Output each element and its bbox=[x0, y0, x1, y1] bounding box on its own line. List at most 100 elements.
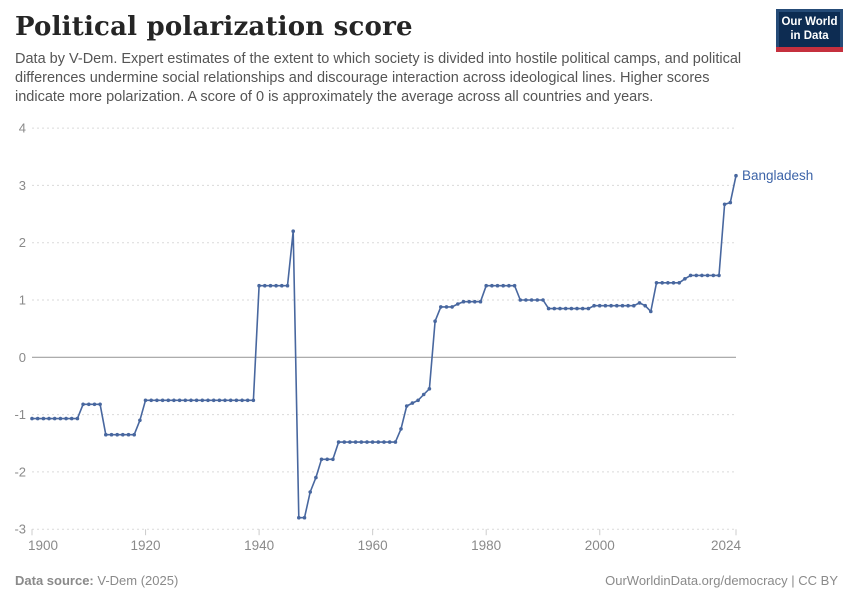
data-point bbox=[393, 440, 398, 444]
x-axis-tick-label: 2024 bbox=[711, 538, 742, 553]
data-point bbox=[58, 416, 63, 421]
data-point bbox=[558, 306, 562, 311]
data-point bbox=[382, 440, 386, 444]
data-point bbox=[705, 273, 710, 278]
data-point bbox=[677, 281, 681, 285]
data-point bbox=[189, 398, 193, 403]
entity-label[interactable]: Bangladesh bbox=[742, 168, 813, 183]
data-point bbox=[365, 440, 369, 444]
chart-area[interactable]: 4 3 2 1 0 -1 -2 -3 1900 1920 1940 1960 1980 2000 2024 B… bbox=[0, 112, 850, 572]
data-point bbox=[467, 299, 472, 304]
data-point bbox=[302, 515, 307, 520]
data-point bbox=[160, 398, 165, 403]
data-point bbox=[444, 305, 449, 309]
data-point bbox=[87, 402, 91, 407]
data-point bbox=[251, 398, 256, 403]
data-point bbox=[81, 402, 85, 407]
data-point bbox=[285, 283, 290, 288]
data-point bbox=[331, 457, 335, 462]
data-point bbox=[427, 387, 432, 391]
data-point bbox=[240, 398, 244, 403]
data-point bbox=[64, 416, 68, 421]
data-point bbox=[166, 398, 171, 403]
data-point bbox=[314, 475, 318, 480]
data-point bbox=[399, 427, 403, 431]
data-point bbox=[575, 306, 579, 311]
data-point bbox=[41, 416, 46, 421]
page-title: Political polarization score bbox=[15, 12, 413, 42]
data-point bbox=[319, 457, 324, 462]
data-point bbox=[376, 440, 381, 444]
data-point bbox=[47, 416, 51, 421]
y-axis-tick-label: 3 bbox=[19, 178, 26, 193]
data-point bbox=[75, 416, 80, 421]
data-point bbox=[98, 402, 102, 407]
data-point bbox=[348, 440, 352, 444]
x-axis-tick-label: 1980 bbox=[471, 538, 501, 553]
chart-footer: Data source: V-Dem (2025) OurWorldinData… bbox=[0, 573, 850, 588]
data-point bbox=[297, 515, 301, 520]
data-point bbox=[291, 229, 296, 233]
data-point bbox=[268, 283, 273, 288]
data-point bbox=[206, 398, 210, 403]
data-point bbox=[404, 404, 409, 408]
data-source-value: V-Dem (2025) bbox=[93, 573, 179, 588]
data-point bbox=[342, 440, 347, 444]
data-point bbox=[473, 299, 477, 304]
data-point bbox=[280, 283, 284, 288]
data-point bbox=[69, 416, 74, 421]
series-line[interactable] bbox=[32, 175, 737, 519]
data-source-label: Data source: bbox=[15, 573, 94, 588]
data-point bbox=[387, 440, 392, 444]
x-axis-tick-label: 1960 bbox=[358, 538, 388, 553]
data-point bbox=[728, 200, 733, 205]
owid-logo-line2: in Data bbox=[790, 29, 829, 42]
data-point bbox=[336, 440, 341, 444]
data-point bbox=[609, 303, 613, 308]
data-point bbox=[461, 299, 466, 304]
footer-link[interactable]: OurWorldinData.org/democracy | CC BY bbox=[605, 573, 838, 588]
data-point bbox=[92, 402, 97, 407]
data-point bbox=[512, 283, 517, 288]
data-point bbox=[370, 440, 375, 444]
data-point bbox=[694, 273, 699, 278]
data-point bbox=[104, 432, 108, 437]
x-axis-tick-label: 1900 bbox=[28, 538, 58, 553]
chart-header: Political polarization score Data by V-D… bbox=[0, 0, 850, 107]
owid-logo-line1: Our World bbox=[781, 16, 838, 29]
y-axis-tick-label: 2 bbox=[19, 235, 26, 250]
data-point bbox=[149, 398, 153, 403]
data-point bbox=[143, 398, 148, 403]
data-point bbox=[722, 202, 727, 207]
data-point bbox=[563, 306, 568, 311]
data-point bbox=[717, 273, 721, 278]
data-point bbox=[138, 418, 142, 423]
data-point bbox=[580, 306, 585, 311]
data-point bbox=[228, 398, 233, 403]
data-point bbox=[450, 305, 454, 309]
data-point bbox=[637, 301, 642, 305]
chart-subtitle: Data by V-Dem. Expert estimates of the e… bbox=[15, 51, 742, 105]
data-point bbox=[734, 173, 738, 178]
data-point bbox=[308, 490, 313, 494]
y-axis-tick-label: 0 bbox=[19, 350, 26, 365]
owid-logo[interactable]: Our World in Data bbox=[776, 9, 843, 52]
data-point bbox=[683, 277, 687, 281]
y-axis-tick-label: -3 bbox=[14, 522, 26, 537]
data-point bbox=[552, 306, 557, 311]
data-point bbox=[700, 273, 704, 278]
data-point bbox=[654, 281, 659, 285]
data-point bbox=[541, 298, 545, 302]
y-axis-tick-label: 1 bbox=[19, 293, 26, 308]
data-point bbox=[245, 398, 250, 403]
data-point bbox=[507, 283, 511, 288]
data-point bbox=[592, 303, 596, 308]
data-point bbox=[478, 299, 483, 304]
x-axis-tick-label: 1920 bbox=[131, 538, 161, 553]
data-point bbox=[688, 273, 693, 278]
data-point bbox=[115, 432, 119, 437]
x-axis-tick-label: 2000 bbox=[585, 538, 615, 553]
data-point bbox=[456, 302, 460, 306]
